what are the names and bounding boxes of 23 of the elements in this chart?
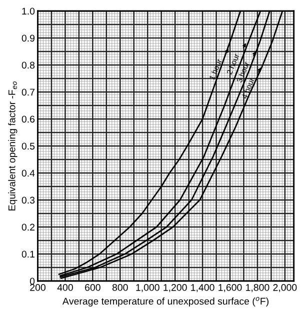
- x-tick-label: 800: [112, 284, 128, 291]
- x-tick-label: 200: [30, 284, 46, 291]
- x-tick-label: 400: [57, 284, 73, 291]
- y-tick-label: 0.1: [22, 250, 34, 258]
- x-tick-label: 1,000: [136, 284, 160, 292]
- x-tick-label: 1,600: [218, 284, 242, 292]
- y-tick-label: 0.8: [22, 62, 35, 69]
- y-tick-label: 1.0: [22, 8, 35, 15]
- x-axis-title: Average temperature of unexposed surface ($^{o}$F): [62, 297, 268, 307]
- y-tick-label: 0.3: [22, 196, 35, 204]
- x-tick-label: 600: [85, 284, 100, 291]
- y-tick-label: 0: [30, 278, 35, 285]
- y-tick-label: 0.4: [22, 170, 35, 177]
- y-tick-label: 0.9: [22, 34, 35, 42]
- y-tick-label: 0.6: [22, 116, 35, 123]
- x-tick-label: 1,400: [191, 284, 214, 292]
- y-tick-label: 0.5: [22, 142, 35, 150]
- y-tick-label: 0.7: [22, 88, 34, 96]
- y-tick-label: 0.2: [22, 224, 34, 231]
- x-tick-label: 2,000: [273, 284, 297, 292]
- x-tick-label: 1,800: [246, 284, 270, 292]
- x-tick-label: 1,200: [164, 284, 187, 292]
- y-axis-title: Equivalent opening factor -F$_{eo}$: [8, 81, 18, 210]
